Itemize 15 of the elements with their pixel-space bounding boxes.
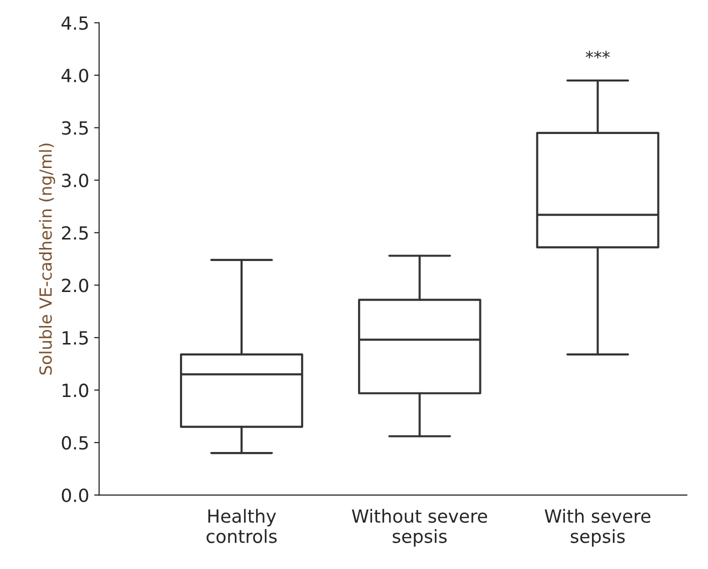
y-tick-label: 2.5 bbox=[62, 226, 88, 240]
y-tick-label: 2.0 bbox=[62, 278, 88, 292]
y-tick-label: 1.5 bbox=[62, 331, 88, 345]
x-tick-label: Healthy controls bbox=[206, 508, 277, 544]
y-tick-label: 4.5 bbox=[62, 16, 88, 30]
y-tick-label: 0.5 bbox=[62, 436, 88, 450]
y-tick-label: 3.0 bbox=[62, 174, 88, 188]
y-tick-label: 4.0 bbox=[62, 68, 88, 82]
y-axis-title: Soluble VE-cadherin (ng/ml) bbox=[39, 144, 56, 375]
annotation: *** bbox=[586, 50, 610, 58]
y-tick-label: 1.0 bbox=[62, 384, 88, 398]
y-tick-label: 0.0 bbox=[62, 488, 88, 502]
y-tick-label: 3.5 bbox=[62, 121, 88, 135]
x-tick-label: With severe sepsis bbox=[544, 508, 650, 547]
x-tick-label: Without severe sepsis bbox=[352, 508, 488, 547]
